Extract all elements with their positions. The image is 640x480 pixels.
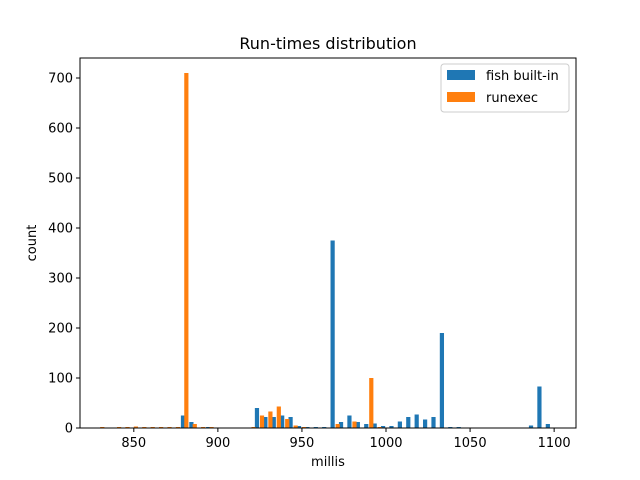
bar-runexec [285,419,290,428]
y-tick-label: 400 [48,222,73,237]
y-tick-label: 700 [48,72,73,87]
bar-runexec [192,424,197,428]
bar-runexec [352,421,357,428]
x-axis-ticks: 850 900 950 1000 1050 1100 [121,428,571,451]
bar-fish-built-in [280,415,285,428]
bar-fish-built-in [364,424,369,428]
x-tick-label: 900 [205,436,230,451]
y-axis-label: count [25,225,40,262]
y-tick-label: 600 [48,122,73,137]
bar-runexec [293,425,298,428]
bar-fish-built-in [254,408,260,428]
legend-label-runexec: runexec [486,91,538,106]
y-tick-label: 200 [48,322,73,337]
bar-runexec [133,426,138,428]
bar-fish-built-in [414,414,419,428]
bar-runexec [276,406,281,428]
bar-fish-built-in [189,422,194,428]
legend: fish built-in runexec [440,63,570,113]
bar-fish-built-in [406,417,411,428]
chart-title: Run-times distribution [239,34,416,53]
bar-layer [100,73,550,428]
bar-fish-built-in [271,417,276,428]
bar-fish-built-in [180,415,186,428]
bar-fish-built-in [263,417,268,428]
bar-runexec [369,378,374,428]
bar-fish-built-in [397,421,402,428]
bar-runexec [259,415,265,428]
plot-frame [79,57,577,429]
bar-runexec [335,424,340,428]
y-tick-label: 100 [48,372,73,387]
y-tick-label: 0 [65,422,73,437]
bar-runexec [184,73,189,428]
bar-fish-built-in [439,333,445,428]
bar-fish-built-in [423,419,428,428]
bar-fish-built-in [372,423,377,428]
legend-swatch-runexec [447,92,475,102]
bar-fish-built-in [389,426,394,428]
x-tick-label: 1000 [369,436,402,451]
bar-fish-built-in [296,426,302,428]
x-tick-label: 950 [290,436,315,451]
bar-fish-built-in [528,425,534,428]
bar-fish-built-in [288,417,293,428]
bar-fish-built-in [355,422,360,428]
x-tick-label: 1050 [454,436,487,451]
legend-label-fish-built-in: fish built-in [486,69,559,84]
legend-swatch-fish-built-in [447,70,475,80]
bar-fish-built-in [431,417,436,428]
bar-fish-built-in [545,424,550,428]
bar-fish-built-in [537,386,542,428]
y-axis-ticks: 0 100 200 300 400 500 600 700 [48,72,80,437]
y-tick-label: 500 [48,172,73,187]
x-axis-label: millis [311,455,345,470]
bar-fish-built-in [338,422,344,428]
y-tick-label: 300 [48,272,73,287]
x-tick-label: 850 [121,436,146,451]
bar-fish-built-in [330,240,335,428]
bar-runexec [268,411,273,428]
x-tick-label: 1100 [538,436,571,451]
bar-fish-built-in [380,426,386,428]
bar-fish-built-in [347,415,352,428]
